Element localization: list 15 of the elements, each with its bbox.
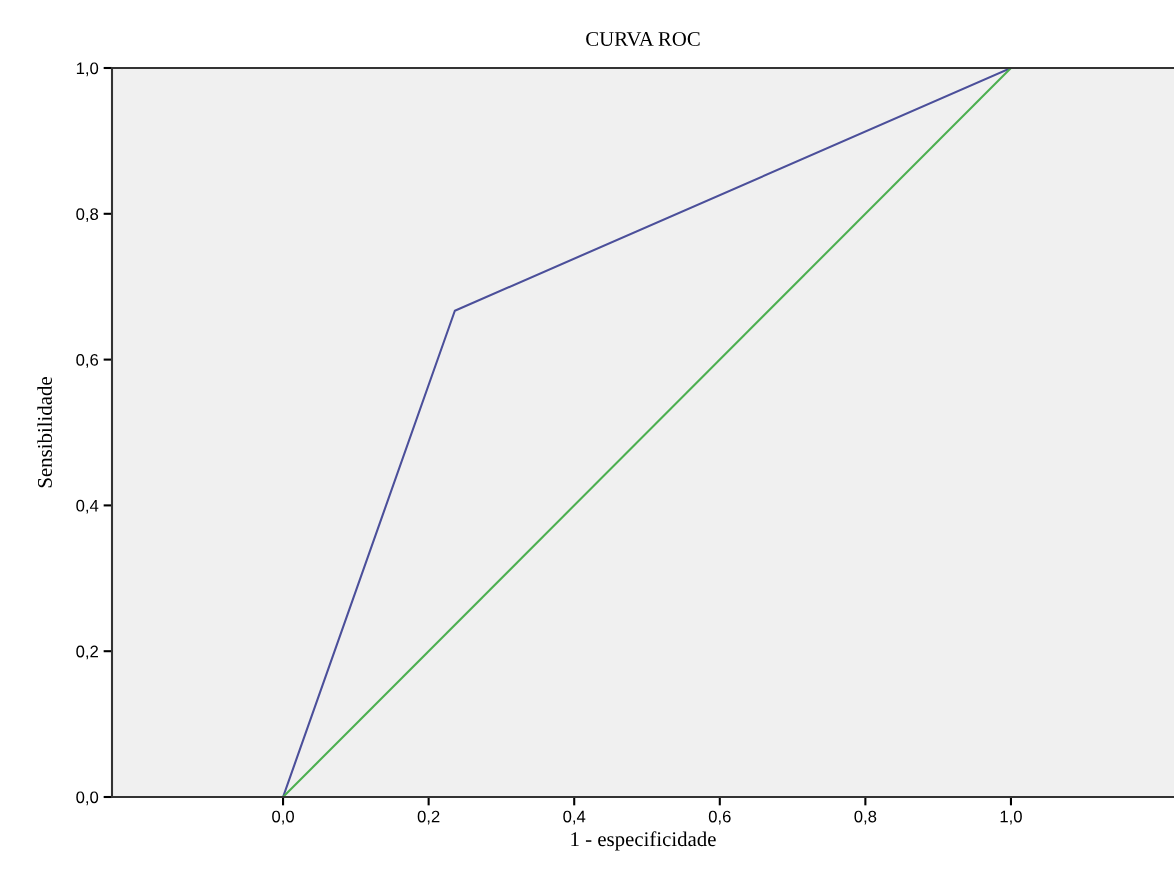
x-tick-label: 1,0 <box>1000 810 1022 825</box>
y-tick-label: 0,2 <box>76 645 98 660</box>
y-tick-label: 0,6 <box>76 354 99 368</box>
x-tick-label: 0,4 <box>563 810 586 825</box>
x-axis-title: 1 - especificidade <box>571 831 716 851</box>
y-axis-title: Sensibilidade <box>37 377 52 488</box>
y-tick-label: 0,4 <box>76 499 99 514</box>
x-tick-label: 0,6 <box>708 810 731 825</box>
y-tick-label: 0,0 <box>76 791 99 806</box>
x-tick-label: 0,8 <box>854 810 877 825</box>
chart-title: CURVA ROC <box>586 31 700 47</box>
x-tick-label: 0,0 <box>272 810 294 825</box>
x-tick-label: 0,2 <box>417 810 440 825</box>
y-tick-label: 0,8 <box>76 208 99 222</box>
y-tick-label: 1,0 <box>76 62 99 77</box>
